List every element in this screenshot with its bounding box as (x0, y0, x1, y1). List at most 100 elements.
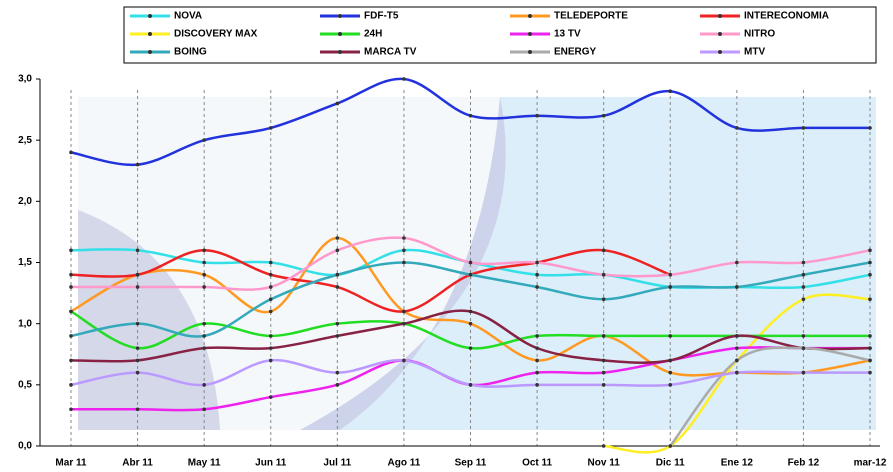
point-marker (735, 126, 739, 130)
point-marker (202, 383, 206, 387)
legend-label: INTERECONOMIA (744, 11, 829, 22)
point-marker (268, 272, 273, 277)
legend-label: 13 TV (554, 29, 581, 40)
point-marker (868, 297, 872, 302)
point-marker (735, 260, 739, 265)
point-marker (402, 358, 406, 363)
y-tick-label: 0,5 (18, 379, 32, 390)
legend-label: FDF-T5 (364, 11, 399, 22)
point-marker (135, 358, 140, 363)
point-marker (335, 272, 340, 277)
point-marker (135, 248, 140, 253)
point-marker (601, 370, 606, 375)
point-marker (135, 346, 140, 350)
point-marker (135, 162, 140, 167)
point-marker (735, 346, 739, 350)
point-marker (202, 346, 206, 350)
point-marker (868, 334, 872, 338)
point-marker (868, 370, 872, 375)
x-tick-label: Sep 11 (455, 458, 487, 469)
point-marker (69, 407, 73, 412)
point-marker (135, 321, 140, 326)
point-marker (535, 334, 539, 338)
point-marker (135, 272, 140, 277)
point-marker (202, 407, 206, 412)
legend-marker (528, 14, 532, 18)
point-marker (402, 309, 406, 314)
legend-label: NOVA (174, 11, 202, 22)
legend-label: NITRO (744, 29, 775, 40)
point-marker (202, 285, 206, 289)
point-marker (801, 346, 806, 350)
point-marker (402, 260, 406, 265)
point-marker (202, 272, 206, 277)
point-marker (335, 248, 340, 253)
legend-marker (718, 32, 722, 36)
y-tick-label: 0,0 (18, 441, 32, 452)
y-tick-label: 1,0 (18, 318, 32, 329)
point-marker (868, 346, 872, 350)
x-tick-label: Ene 12 (721, 458, 754, 469)
point-marker (468, 272, 473, 277)
point-marker (668, 272, 673, 277)
point-marker (468, 309, 473, 314)
point-marker (69, 334, 73, 338)
point-marker (69, 358, 73, 363)
point-marker (868, 358, 872, 363)
point-marker (535, 285, 539, 289)
x-tick-label: May 11 (188, 458, 221, 469)
point-marker (268, 285, 273, 289)
backdrop-swoosh (300, 97, 506, 430)
point-marker (402, 248, 406, 253)
point-marker (135, 285, 140, 289)
point-marker (468, 346, 473, 350)
x-tick-label: Jul 11 (323, 458, 351, 469)
legend-label: 24H (364, 29, 382, 40)
point-marker (468, 113, 473, 118)
point-marker (69, 248, 73, 253)
point-marker (135, 370, 140, 375)
legend-label: BOING (174, 47, 207, 58)
point-marker (268, 126, 273, 130)
point-marker (202, 260, 206, 265)
point-marker (601, 444, 606, 448)
point-marker (202, 248, 206, 253)
point-marker (535, 383, 539, 387)
point-marker (335, 285, 340, 289)
legend-label: MTV (744, 47, 765, 58)
point-marker (801, 370, 806, 375)
legend-box (123, 6, 877, 64)
legend-marker (718, 50, 722, 54)
x-tick-label: Abr 11 (122, 458, 153, 469)
y-tick-label: 2,0 (18, 196, 32, 207)
point-marker (601, 297, 606, 302)
point-marker (468, 383, 473, 387)
point-marker (335, 383, 340, 387)
legend-label: DISCOVERY MAX (174, 29, 258, 40)
point-marker (335, 370, 340, 375)
point-marker (601, 248, 606, 253)
legend-label: MARCA TV (364, 47, 417, 58)
point-marker (535, 370, 539, 375)
legend-marker (338, 14, 342, 18)
grid (70, 90, 871, 446)
point-marker (402, 321, 406, 326)
legend-label: TELEDEPORTE (554, 11, 628, 22)
point-marker (268, 358, 273, 363)
x-tick-label: Jun 11 (255, 458, 287, 469)
legend-marker (528, 50, 532, 54)
legend-marker (338, 50, 342, 54)
legend-marker (148, 14, 152, 18)
point-marker (535, 272, 539, 277)
y-tick-label: 1,5 (18, 257, 32, 268)
legend-marker (148, 32, 152, 36)
x-tick-label: Nov 11 (588, 458, 621, 469)
point-marker (801, 272, 806, 277)
point-marker (268, 297, 273, 302)
point-marker (69, 285, 73, 289)
x-tick-label: Oct 11 (522, 458, 552, 469)
point-marker (801, 297, 806, 302)
point-marker (268, 260, 273, 265)
point-marker (601, 358, 606, 363)
